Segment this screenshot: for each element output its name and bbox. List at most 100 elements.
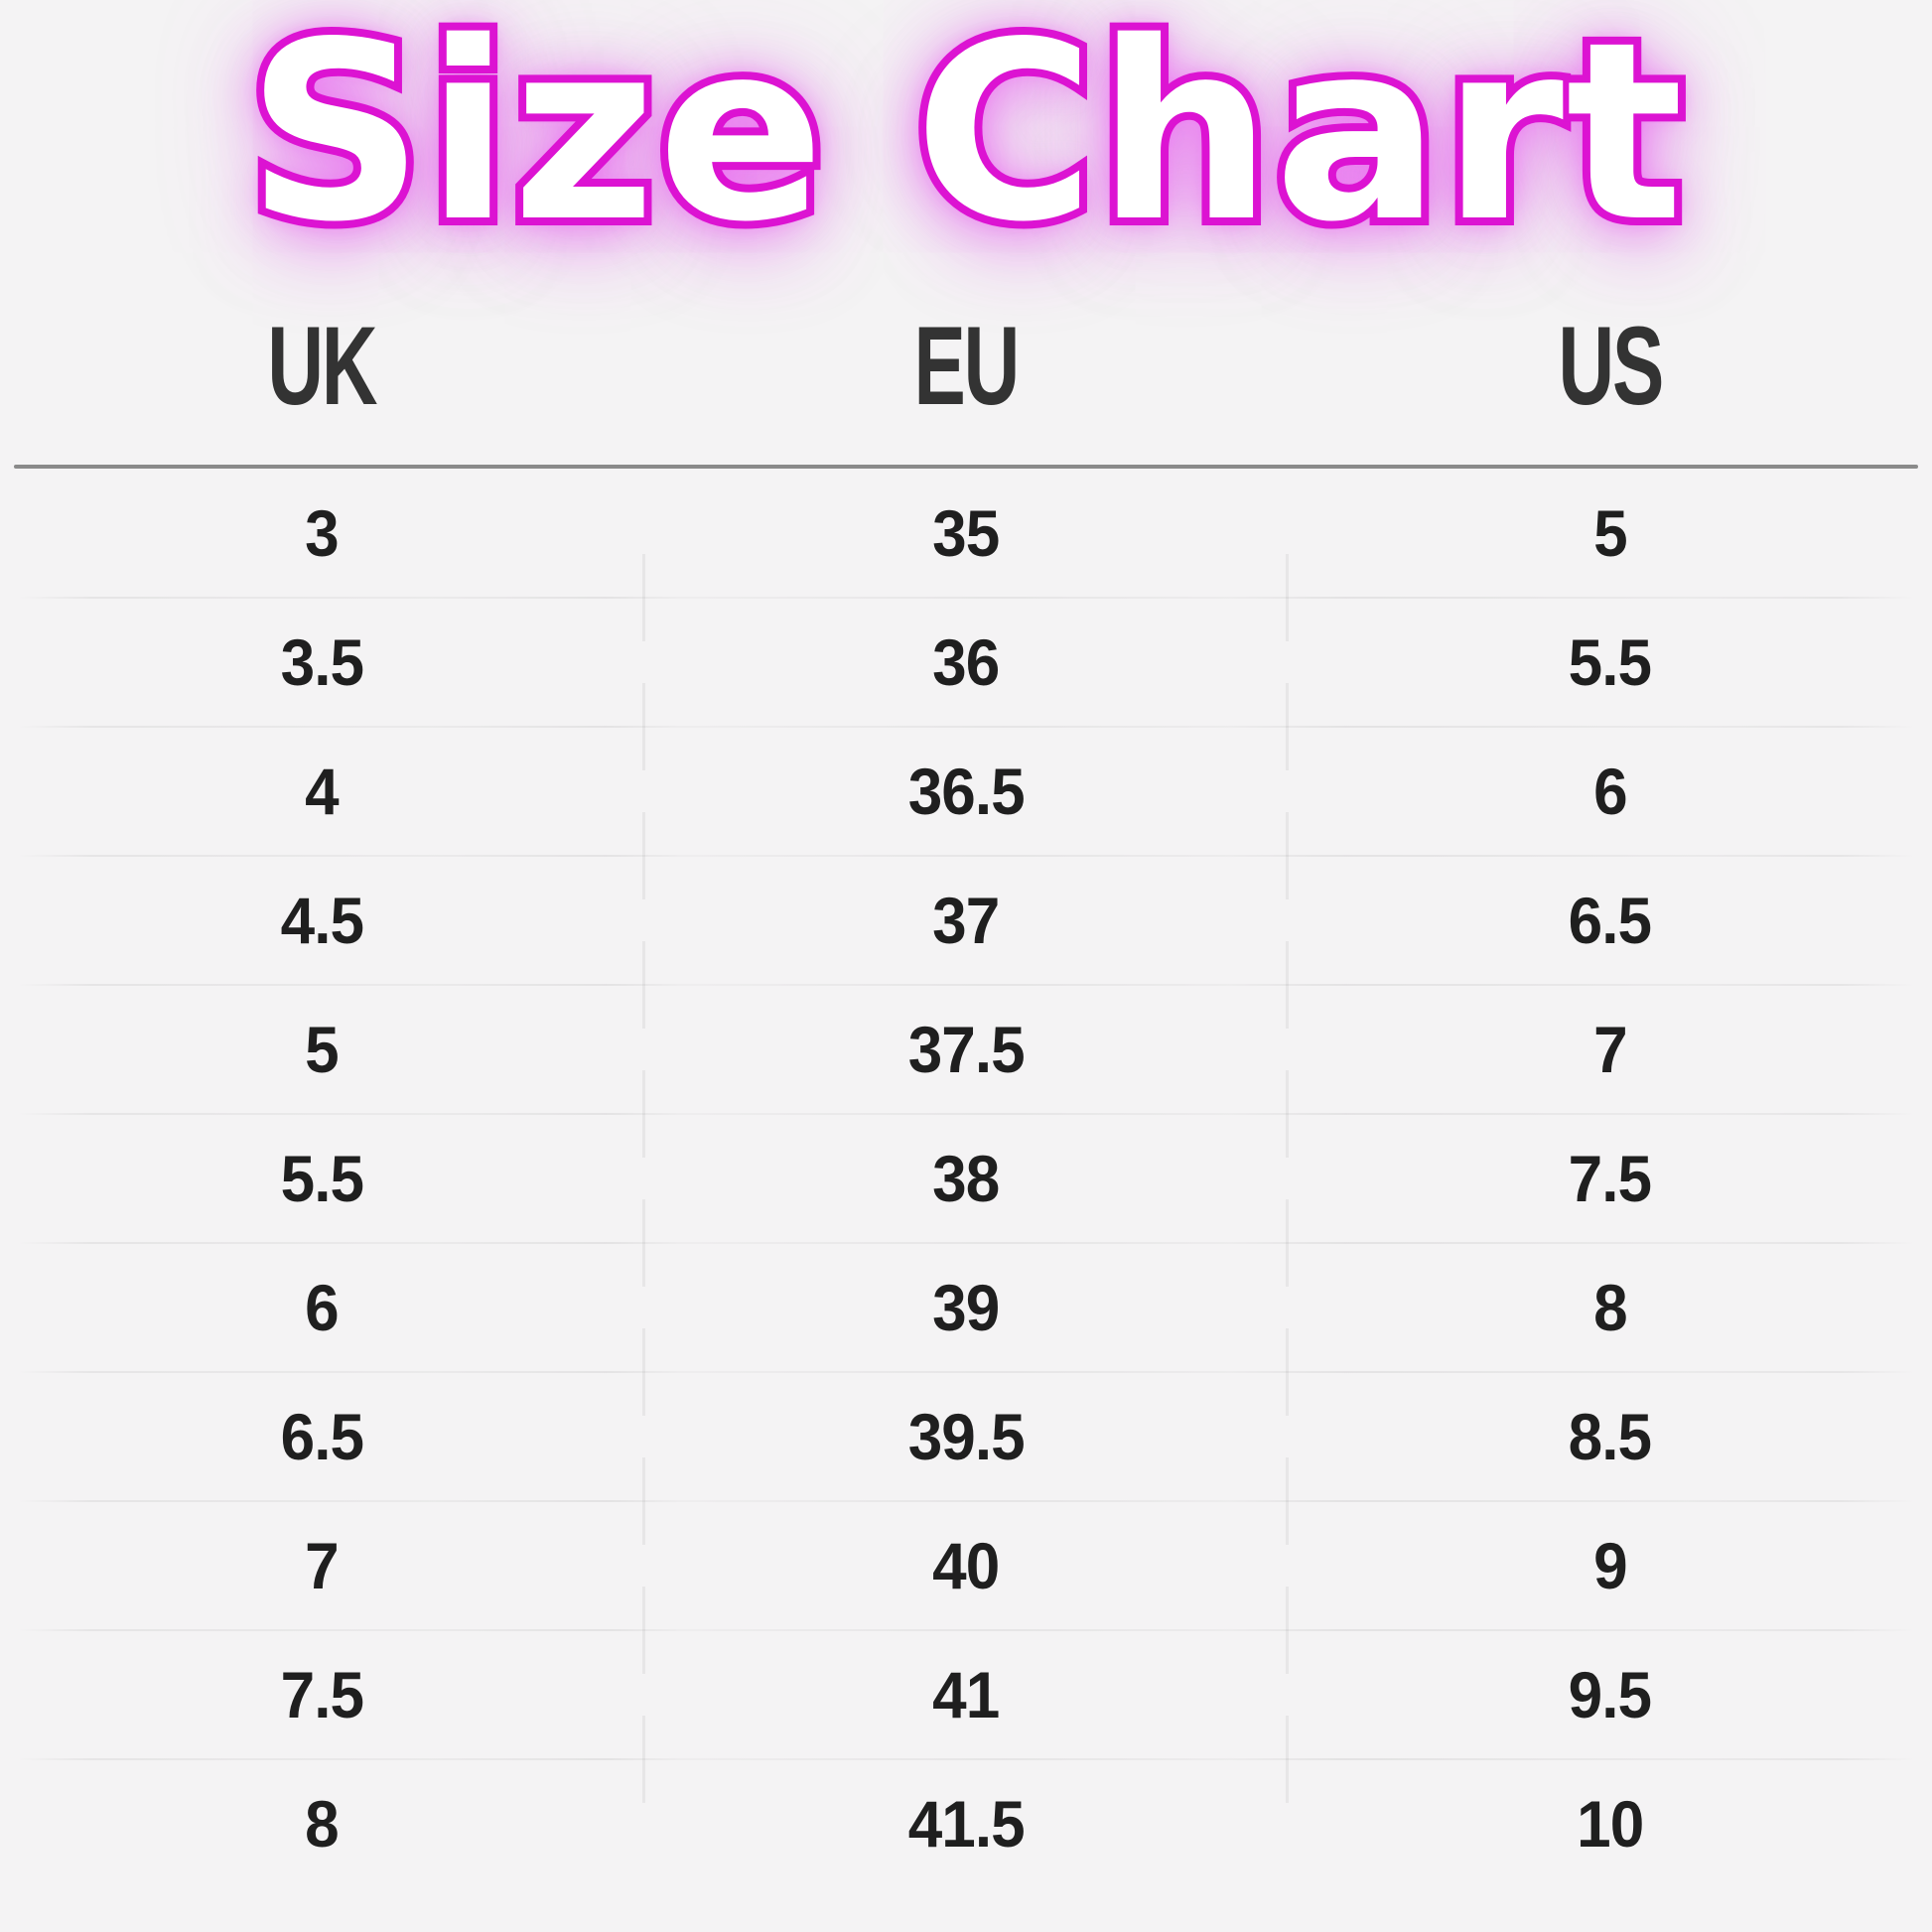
column-tick (1286, 812, 1290, 899)
separator-line (18, 726, 1914, 728)
size-value: 37 (932, 884, 1000, 957)
size-cell: 38 (644, 1141, 1289, 1216)
column-tick (641, 1716, 645, 1803)
column-header-uk: UK (0, 302, 644, 430)
column-tick (1286, 1457, 1290, 1545)
size-cell: 39.5 (644, 1399, 1289, 1474)
size-cell: 8.5 (1288, 1399, 1932, 1474)
size-value: 6.5 (1568, 884, 1652, 957)
separator-line (18, 984, 1914, 986)
size-cell: 39 (644, 1270, 1289, 1345)
size-cell: 36.5 (644, 754, 1289, 829)
title-banner: Size Chart Size Chart (0, 0, 1932, 276)
size-cell: 6.5 (0, 1399, 644, 1474)
title-neon-glow: Size Chart (238, 0, 1691, 276)
size-cell: 7.5 (0, 1657, 644, 1732)
size-cell: 4 (0, 754, 644, 829)
size-value: 3 (305, 496, 341, 570)
column-tick (641, 1328, 645, 1416)
column-tick (1286, 1070, 1290, 1158)
size-value: 8 (305, 1787, 341, 1861)
column-header-us: US (1288, 302, 1932, 430)
column-tick (1286, 554, 1290, 641)
column-tick (1286, 683, 1290, 770)
column-tick (1286, 1199, 1290, 1287)
size-value: 7 (1592, 1013, 1628, 1086)
column-tick (641, 554, 645, 641)
size-value: 5.5 (280, 1142, 364, 1215)
size-cell: 8 (1288, 1270, 1932, 1345)
size-cell: 5 (0, 1012, 644, 1087)
size-value: 5 (1592, 496, 1628, 570)
size-cell: 35 (644, 495, 1289, 571)
separator-line (18, 1242, 1914, 1244)
separator-line (18, 597, 1914, 599)
size-value: 35 (932, 496, 1000, 570)
size-cell: 5.5 (0, 1141, 644, 1216)
size-value: 41.5 (907, 1787, 1025, 1861)
table-row: 6 39 8 (0, 1243, 1932, 1372)
size-cell: 5.5 (1288, 624, 1932, 700)
table-body: 3 35 5 3.5 36 5.5 4 36.5 6 4.5 37 6.5 5 37.5 7 5.5 38 7.5… (0, 469, 1932, 1888)
size-cell: 5 (1288, 495, 1932, 571)
size-value: 9.5 (1568, 1658, 1652, 1731)
size-value: 40 (932, 1529, 1000, 1602)
column-tick (1286, 941, 1290, 1029)
size-cell: 3 (0, 495, 644, 571)
size-value: 6 (305, 1271, 341, 1344)
size-cell: 3.5 (0, 624, 644, 700)
size-value: 4.5 (280, 884, 364, 957)
size-value: 7.5 (280, 1658, 364, 1731)
size-value: 8.5 (1568, 1400, 1652, 1473)
size-cell: 7 (0, 1528, 644, 1603)
table-row: 7.5 41 9.5 (0, 1630, 1932, 1759)
page-title: Size Chart (246, 0, 1686, 276)
table-row: 5 37.5 7 (0, 985, 1932, 1114)
size-value: 3.5 (280, 625, 364, 699)
size-cell: 6.5 (1288, 883, 1932, 958)
column-tick (641, 683, 645, 770)
column-tick (641, 1587, 645, 1674)
separator-line (18, 1113, 1914, 1115)
table-row: 3.5 36 5.5 (0, 598, 1932, 727)
size-value: 7.5 (1568, 1142, 1652, 1215)
table-row: 3 35 5 (0, 469, 1932, 598)
size-value: 10 (1577, 1787, 1644, 1861)
size-value: 36.5 (907, 755, 1025, 828)
size-cell: 7.5 (1288, 1141, 1932, 1216)
size-cell: 10 (1288, 1786, 1932, 1862)
column-header-label: US (1558, 303, 1664, 428)
size-cell: 6 (1288, 754, 1932, 829)
size-value: 39.5 (907, 1400, 1025, 1473)
column-header-eu: EU (644, 302, 1289, 430)
size-value: 5 (305, 1013, 341, 1086)
size-value: 7 (305, 1529, 341, 1602)
size-value: 6 (1592, 755, 1628, 828)
column-header-label: EU (913, 303, 1021, 428)
separator-line (18, 1500, 1914, 1502)
size-cell: 36 (644, 624, 1289, 700)
separator-line (18, 855, 1914, 857)
size-value: 8 (1592, 1271, 1628, 1344)
size-cell: 7 (1288, 1012, 1932, 1087)
table-row: 8 41.5 10 (0, 1759, 1932, 1888)
size-value: 5.5 (1568, 625, 1652, 699)
size-cell: 37.5 (644, 1012, 1289, 1087)
size-value: 9 (1592, 1529, 1628, 1602)
size-value: 36 (932, 625, 1000, 699)
size-cell: 41 (644, 1657, 1289, 1732)
column-tick (641, 1457, 645, 1545)
header-divider (14, 465, 1918, 469)
size-value: 4 (305, 755, 341, 828)
column-header-label: UK (267, 303, 378, 428)
size-cell: 9.5 (1288, 1657, 1932, 1732)
column-tick (641, 1199, 645, 1287)
size-cell: 4.5 (0, 883, 644, 958)
table-header-row: UK EU US (0, 266, 1932, 465)
size-table: UK EU US 3 35 5 3.5 36 5.5 4 36.5 6 4.5 37 6.5 5 37.5 7 5… (0, 266, 1932, 1888)
column-tick (1286, 1328, 1290, 1416)
table-row: 4.5 37 6.5 (0, 856, 1932, 985)
table-row: 5.5 38 7.5 (0, 1114, 1932, 1243)
size-cell: 37 (644, 883, 1289, 958)
